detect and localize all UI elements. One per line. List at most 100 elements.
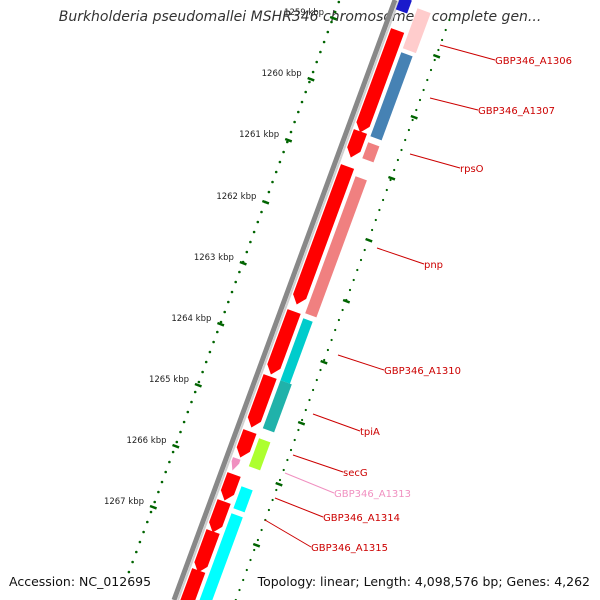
ruler-dot [300, 100, 304, 104]
gene-label[interactable]: GBP346_A1314 [323, 513, 400, 524]
ruler-dot-right [260, 528, 263, 532]
backbone-highlight [177, 0, 400, 600]
ruler-dot-right [278, 478, 282, 482]
ruler-dot [227, 300, 230, 304]
ruler-dot-right [293, 438, 296, 442]
leader-line [439, 44, 496, 61]
gene-next-cds [194, 529, 220, 573]
kbp-tick [194, 382, 202, 388]
ruler-dot [267, 190, 271, 194]
feature-blue [395, 0, 412, 14]
ruler-dot-right [242, 578, 245, 582]
kbp-label: 1265 kbp [149, 375, 189, 385]
kbp-tick [307, 76, 315, 82]
ruler-dot-right [267, 508, 270, 512]
ruler-dot-right [415, 108, 418, 112]
ruler-dot [142, 530, 145, 534]
ruler-dot [149, 510, 153, 514]
ruler-dot-right [426, 78, 429, 82]
ruler-dot [216, 330, 219, 334]
backbone [171, 0, 400, 600]
gene-label[interactable]: GBP346_A1307 [478, 106, 555, 117]
ruler-dot [146, 520, 149, 524]
gene-gbp346-a1313-cds [231, 457, 241, 471]
band-a1314 [233, 486, 253, 513]
ruler-dot [326, 30, 330, 34]
kbp-tick-right [252, 542, 261, 548]
kbp-label: 1259 kbp [284, 8, 324, 18]
ruler-dot [315, 60, 319, 64]
ruler-dot [289, 130, 293, 134]
gene-label[interactable]: GBP346_A1306 [495, 56, 572, 67]
ruler-dot-right [385, 188, 388, 192]
ruler-dot [212, 340, 215, 344]
ruler-dot-right [400, 148, 403, 152]
ruler-dot-right [315, 378, 318, 382]
gene-labels: GBP346_A1306 GBP346_A1307 rpsO pnp GBP346_A1… [311, 56, 572, 554]
ruler-dot [175, 440, 179, 444]
ruler-dot-right [245, 568, 248, 572]
gene-label[interactable]: GBP346_A1315 [311, 543, 388, 554]
ruler-dot-right [289, 448, 293, 452]
ruler-dot [282, 150, 285, 154]
kbp-tick-right [387, 175, 396, 181]
ruler-dot [256, 220, 260, 224]
ruler-dot [171, 450, 175, 454]
gene-label[interactable]: GBP346_A1310 [384, 366, 461, 377]
ruler-dot [271, 180, 274, 184]
ruler-dot-right [359, 258, 363, 262]
gene-label[interactable]: GBP346_A1313 [334, 489, 411, 500]
ruler-dot [274, 170, 278, 174]
topology-text: Topology: linear; Length: 4,098,576 bp; … [257, 574, 590, 589]
ruler-dot-right [378, 208, 381, 212]
ruler-dot-right [323, 358, 326, 362]
ruler-dot-right [297, 428, 300, 432]
leader-line [409, 153, 461, 169]
ruler-dot-right [334, 328, 337, 332]
gene-label[interactable]: pnp [424, 260, 443, 271]
ruler-dot-right [444, 28, 447, 32]
gene-label[interactable]: rpsO [460, 164, 484, 175]
ruler-dot [193, 390, 197, 394]
gene-label[interactable]: secG [343, 468, 368, 479]
ruler-dot [337, 0, 341, 4]
kbp-tick-right [432, 53, 441, 59]
gene-secg-cds [236, 429, 257, 458]
kbp-tick [216, 321, 225, 327]
ruler-dot-right [326, 348, 329, 352]
ruler-dot-right [404, 138, 407, 142]
leader-line [284, 472, 335, 494]
kbp-label: 1266 kbp [126, 436, 166, 446]
ruler-dot-right [352, 278, 355, 282]
kbp-label: 1261 kbp [239, 130, 279, 140]
ruler-dot [238, 270, 241, 274]
ruler-dot-right [393, 168, 396, 172]
ruler-dot [186, 410, 190, 414]
ruler-dot-right [286, 458, 289, 462]
ruler-dot-right [308, 398, 311, 402]
kbp-label: 1264 kbp [171, 314, 211, 324]
gene-pnp-cds [293, 164, 355, 305]
ruler-dot-right [330, 338, 333, 342]
band-a1306 [402, 8, 431, 54]
ruler-dot [234, 280, 237, 284]
gene-next2-cds [180, 568, 206, 600]
ruler-dot [201, 370, 204, 374]
ruler-dot [293, 120, 296, 124]
ruler-dot [131, 560, 134, 564]
accession-text: Accession: NC_012695 [9, 574, 152, 589]
ruler-dot [223, 310, 226, 314]
kbp-tick [261, 199, 270, 205]
ruler-dot-right [256, 538, 259, 542]
gene-rpso-cds [347, 129, 367, 158]
gene-gbp346-a1306 [356, 28, 405, 133]
leader-line [429, 97, 479, 111]
ruler-dot [219, 320, 223, 324]
ruler-dot [252, 230, 256, 234]
ruler-dot [135, 550, 138, 554]
gene-gbp346-a1315-cds [209, 499, 231, 533]
kbp-label: 1263 kbp [194, 253, 234, 263]
gene-label[interactable]: tpiA [360, 427, 380, 438]
ruler-dot-right [396, 158, 399, 162]
